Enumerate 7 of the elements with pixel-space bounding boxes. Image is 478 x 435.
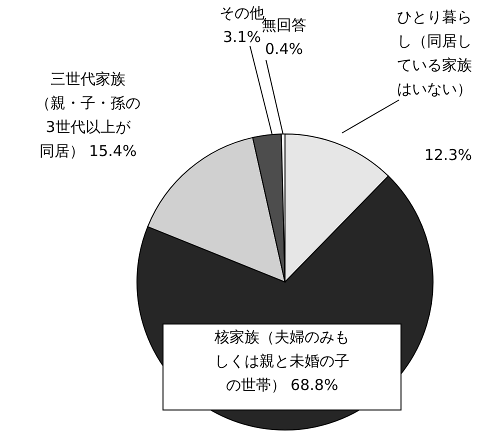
slice-label: 三世代家族（親・子・孫の3世代以上が同居） 15.4%	[36, 70, 140, 160]
data-label: 3.1%	[222, 28, 262, 46]
slice-label: その他	[220, 4, 264, 22]
slice-label: 核家族（夫婦のみもしくは親と未婚の子の世帯） 68.8%	[214, 328, 350, 394]
data-label: 0.4%	[264, 40, 304, 58]
data-label: 12.3%	[424, 146, 472, 164]
slice-label: ひとり暮らし（同居している家族はいない）	[397, 8, 472, 98]
